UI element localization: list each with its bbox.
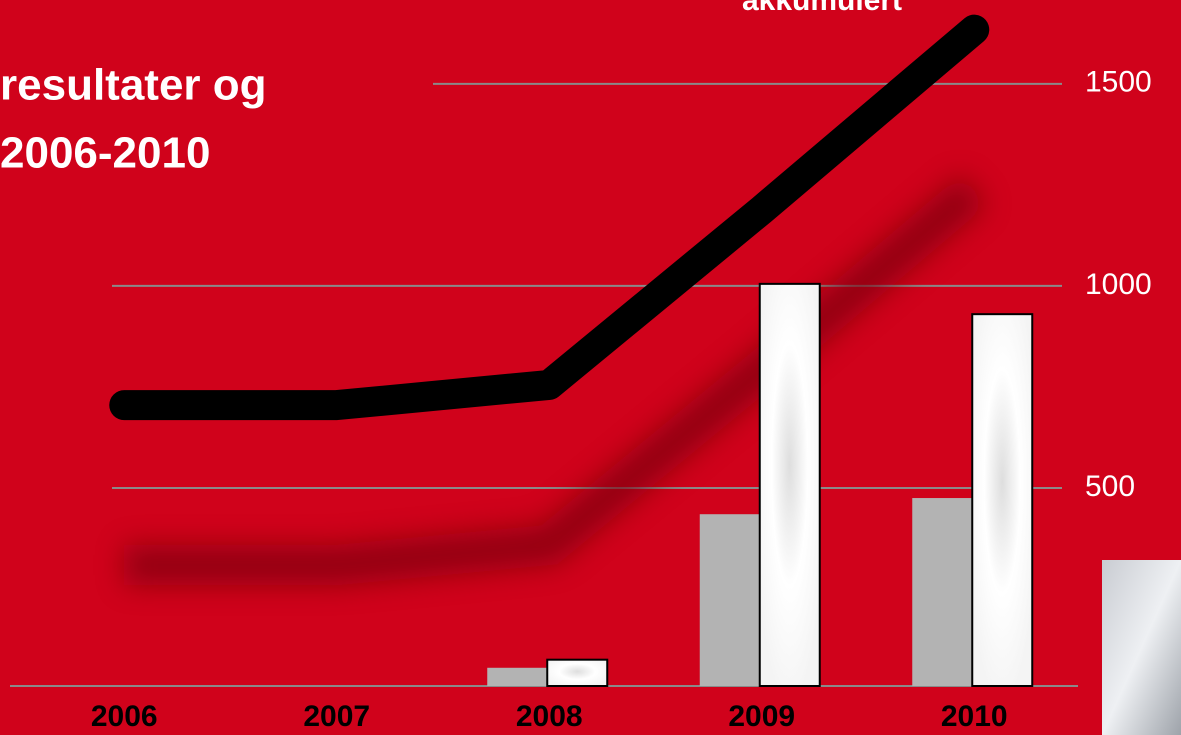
- series-label: akkumulert: [742, 0, 902, 17]
- title-line: resultater og: [0, 61, 267, 110]
- bar: [487, 667, 548, 686]
- bar: [971, 313, 1034, 687]
- line: [109, 14, 990, 421]
- y-tick-label: 1500: [1085, 66, 1152, 99]
- x-tick-label: 2008: [516, 700, 583, 733]
- x-tick-label: 2010: [941, 700, 1008, 733]
- bar: [758, 282, 821, 687]
- x-tick-label: 2007: [303, 700, 370, 733]
- x-tick-label: 2009: [728, 700, 795, 733]
- title-line: 2006-2010: [0, 129, 210, 178]
- bar: [912, 498, 973, 686]
- line-shadow: [124, 174, 988, 586]
- y-tick-label: 1000: [1085, 268, 1152, 301]
- x-tick-label: 2006: [91, 700, 158, 733]
- bar: [546, 658, 609, 687]
- y-tick-label: 500: [1085, 470, 1135, 503]
- photo: [1102, 560, 1181, 735]
- bar: [699, 514, 760, 686]
